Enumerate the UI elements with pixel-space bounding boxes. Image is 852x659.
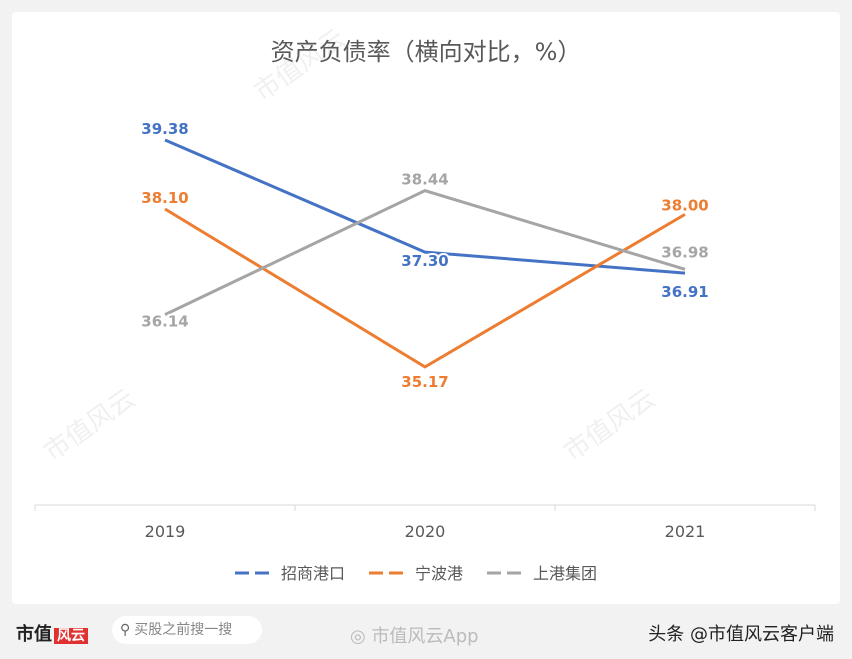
legend-label: 上港集团: [533, 564, 597, 583]
search-placeholder: 买股之前搜一搜: [134, 622, 233, 638]
x-tick-label: 2020: [405, 522, 446, 541]
legend-label: 宁波港: [415, 564, 463, 583]
data-label: 38.44: [401, 171, 448, 189]
weibo-watermark: ◎ 市值风云App: [350, 622, 479, 648]
watermark-text: 市值风云: [559, 383, 661, 467]
search-box[interactable]: ⚲ 买股之前搜一搜: [112, 616, 262, 644]
data-label: 37.30: [401, 252, 448, 270]
data-label: 36.98: [661, 243, 708, 261]
data-label: 39.38: [141, 120, 188, 138]
series-line: [164, 189, 686, 316]
series-line: [164, 207, 686, 369]
brand-logo: 市值 风云: [16, 620, 88, 646]
data-label: 38.00: [661, 196, 708, 214]
data-label: 36.14: [141, 313, 188, 331]
weibo-text: 市值风云App: [371, 626, 479, 647]
weibo-icon: ◎: [350, 626, 372, 647]
footer-bar: 市值 风云 ⚲ 买股之前搜一搜 ◎ 市值风云App 头条 @市值风云客户端: [0, 610, 852, 654]
toutiao-credit: 头条 @市值风云客户端: [648, 624, 834, 645]
chart-card: 市值风云 市值风云 市值风云 资产负债率（横向对比，%） 2019 2020 2021 39.…: [12, 12, 840, 604]
search-icon: ⚲: [120, 622, 131, 638]
x-tick-label: 2019: [145, 522, 186, 541]
data-label: 38.10: [141, 189, 188, 207]
watermark-text: 市值风云: [39, 383, 141, 467]
data-label: 35.17: [401, 373, 448, 391]
legend-label: 招商港口: [281, 564, 345, 583]
data-label: 36.91: [661, 283, 708, 301]
chart-title: 资产负债率（横向对比，%）: [271, 38, 582, 66]
x-tick-label: 2021: [665, 522, 706, 541]
